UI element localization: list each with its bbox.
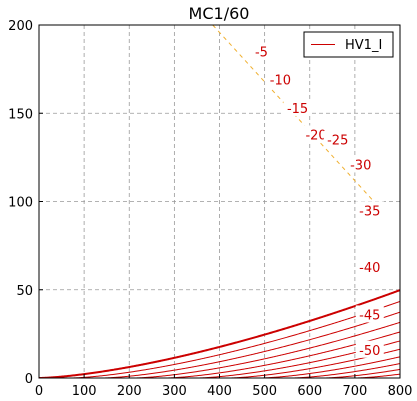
load-line — [212, 25, 383, 211]
curve-label: -10 — [270, 74, 291, 89]
load-line-dashed — [212, 25, 383, 211]
curve-label-bg — [355, 257, 384, 275]
legend: HV1_I — [303, 31, 394, 58]
plate-curve — [39, 289, 400, 378]
curve-label: -45 — [359, 308, 380, 323]
plate-curve — [260, 356, 400, 378]
y-tick-label: 100 — [8, 196, 33, 211]
curve-label: -25 — [327, 134, 348, 149]
curve-label-bg — [355, 305, 384, 323]
curve-label-bg — [266, 70, 295, 88]
legend-box — [303, 31, 394, 58]
curve-label: -5 — [255, 45, 268, 60]
curve-label-bg — [355, 340, 384, 358]
x-tick-label: 200 — [117, 384, 142, 399]
curve-labels: -5-10 -15 -20 -25-30 -35 -40 -45 -50 — [251, 42, 384, 359]
plate-curve — [70, 300, 400, 378]
curve-label-bg — [355, 201, 384, 219]
grid — [39, 25, 400, 378]
curve-label-bg — [346, 155, 375, 173]
curve-label: -35 — [359, 204, 380, 219]
plate-curve — [102, 311, 400, 378]
y-tick-label: 50 — [16, 284, 33, 299]
curve-label: -15 — [287, 102, 308, 117]
x-tick-label: 700 — [342, 384, 367, 399]
curve-label: -30 — [350, 158, 371, 173]
curve-label-bg — [251, 42, 272, 60]
x-tick-label: 400 — [207, 384, 232, 399]
plate-curve — [323, 368, 400, 378]
y-axis: 0 50 100 150 200 — [8, 19, 43, 387]
curve-label: -20 — [305, 128, 326, 143]
curve-label-bg — [323, 130, 352, 148]
x-tick-label: 800 — [388, 384, 413, 399]
plate-curve — [133, 321, 400, 378]
x-tick-label: 100 — [72, 384, 97, 399]
curve-label-bg — [283, 98, 312, 116]
x-axis: 0 100 200 300 400 500 600 700 800 — [35, 374, 413, 399]
x-tick-label: 500 — [252, 384, 277, 399]
curve-label: -40 — [359, 261, 380, 276]
legend-label-hv1-i: HV1_I — [345, 38, 382, 53]
x-tick-label: 0 — [35, 384, 43, 399]
y-tick-label: 200 — [8, 19, 33, 34]
curve-label: -50 — [359, 344, 380, 359]
x-tick-label: 600 — [297, 384, 322, 399]
x-tick-label: 300 — [162, 384, 187, 399]
y-tick-label: 0 — [25, 372, 33, 387]
curve-label-bg — [302, 125, 331, 143]
chart-title: MC1/60 — [189, 4, 250, 23]
y-tick-label: 150 — [8, 107, 33, 122]
